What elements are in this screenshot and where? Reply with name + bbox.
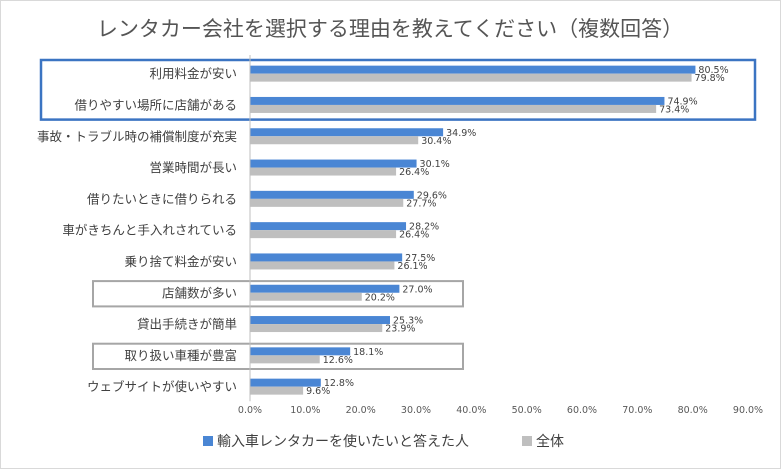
legend-swatch-all <box>522 436 532 446</box>
category-label: 借りやすい場所に店舗がある <box>74 97 237 112</box>
x-tick-label: 80.0% <box>678 405 708 416</box>
legend-swatch-import <box>203 436 213 446</box>
highlight-box-gray <box>92 342 464 371</box>
category-label: 借りたいときに借りられる <box>87 191 237 206</box>
bar-all <box>250 136 419 145</box>
data-label-all: 26.1% <box>397 261 427 272</box>
data-label-import: 27.5% <box>405 253 435 264</box>
category-label: 乗り捨て料金が安い <box>124 254 237 269</box>
data-label-import: 18.1% <box>353 347 383 358</box>
bar-import <box>250 96 665 105</box>
legend: 輸入車レンタカーを使いたいと答えた人 全体 <box>203 433 564 450</box>
category-label: 事故・トラブル時の補償制度が充実 <box>37 129 237 144</box>
bar-import <box>250 159 417 168</box>
chart-title: レンタカー会社を選択する理由を教えてください（複数回答） <box>97 17 683 41</box>
bar-import <box>250 284 400 293</box>
bar-all <box>250 167 397 176</box>
data-label-import: 29.6% <box>417 190 447 201</box>
bar-import <box>250 222 407 231</box>
category-label: 取り扱い車種が豊富 <box>124 348 237 363</box>
data-label-all: 23.9% <box>385 324 415 335</box>
data-label-all: 12.6% <box>323 355 353 366</box>
bar-import <box>250 347 351 356</box>
category-label: 店舗数が多い <box>162 285 237 300</box>
x-tick-label: 10.0% <box>290 405 320 416</box>
x-tick-label: 90.0% <box>733 405 763 416</box>
data-label-all: 26.4% <box>399 167 429 178</box>
bar-import <box>250 253 403 262</box>
bar-import <box>250 65 696 74</box>
category-label: ウェブサイトが使いやすい <box>87 379 237 394</box>
legend-label-all: 全体 <box>536 433 564 450</box>
data-label-import: 34.9% <box>446 128 476 139</box>
bars: 80.5%79.8%74.9%73.4%34.9%30.4%30.1%26.4%… <box>250 65 729 397</box>
bar-import <box>250 190 414 199</box>
data-label-import: 74.9% <box>667 96 697 107</box>
bar-import <box>250 128 444 137</box>
bar-all <box>250 230 397 239</box>
data-label-all: 9.6% <box>306 386 330 397</box>
category-label: 利用料金が安い <box>149 66 237 81</box>
bar-import <box>250 316 390 325</box>
data-label-all: 79.8% <box>695 73 725 84</box>
x-tick-label: 30.0% <box>401 405 431 416</box>
bar-all <box>250 73 692 82</box>
legend-label-import: 輸入車レンタカーを使いたいと答えた人 <box>217 433 469 450</box>
x-tick-label: 60.0% <box>567 405 597 416</box>
data-label-import: 30.1% <box>420 159 450 170</box>
bar-all <box>250 355 320 364</box>
category-label: 貸出手続きが簡単 <box>137 317 237 332</box>
x-tick-label: 40.0% <box>456 405 486 416</box>
bar-all <box>250 324 383 333</box>
highlight-layer <box>39 58 757 371</box>
data-label-all: 26.4% <box>399 230 429 241</box>
data-label-all: 30.4% <box>421 136 451 147</box>
x-axis-ticks: 0.0% 10.0% 20.0% 30.0% 40.0% 50.0% 60.0% 70.0% 8… <box>238 405 763 416</box>
x-tick-label: 50.0% <box>512 405 542 416</box>
data-label-all: 73.4% <box>659 104 689 115</box>
data-label-all: 20.2% <box>365 292 395 303</box>
bar-all <box>250 198 404 207</box>
highlight-box-gray <box>92 280 464 308</box>
data-label-all: 27.7% <box>406 198 436 209</box>
category-label: 営業時間が長い <box>149 160 237 175</box>
data-label-import: 27.0% <box>402 284 432 295</box>
data-label-import: 28.2% <box>409 222 439 233</box>
data-label-import: 80.5% <box>698 65 728 76</box>
x-tick-label: 0.0% <box>238 405 262 416</box>
category-label: 車がきちんと手入れされている <box>62 223 237 238</box>
bar-all <box>250 386 304 395</box>
category-labels: 利用料金が安い借りやすい場所に店舗がある事故・トラブル時の補償制度が充実営業時間… <box>37 66 237 394</box>
bar-all <box>250 292 362 301</box>
x-tick-label: 70.0% <box>622 405 652 416</box>
highlight-box-blue <box>39 58 757 121</box>
bar-import <box>250 378 321 387</box>
x-tick-label: 20.0% <box>346 405 376 416</box>
bar-all <box>250 261 395 270</box>
data-label-import: 25.3% <box>393 316 423 327</box>
data-label-import: 12.8% <box>324 378 354 389</box>
bar-all <box>250 104 657 113</box>
